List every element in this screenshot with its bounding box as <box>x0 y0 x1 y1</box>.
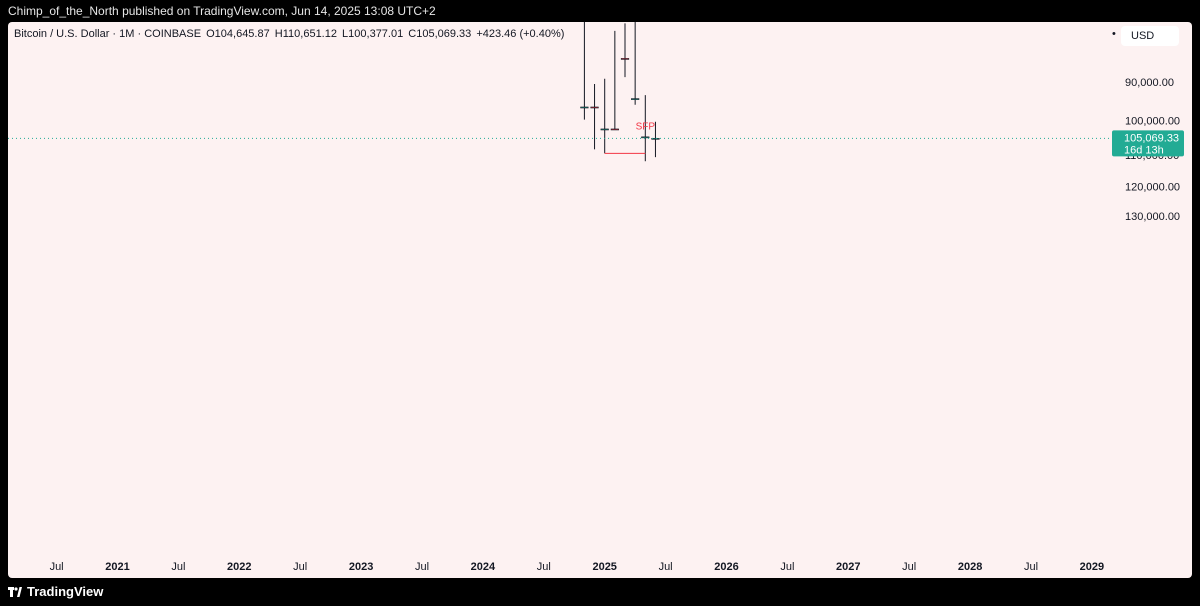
y-tick-label: 100,000.00 <box>1125 115 1180 127</box>
x-tick-label: 2023 <box>349 561 373 573</box>
publisher-bar: Chimp_of_the_North published on TradingV… <box>0 0 1200 22</box>
x-tick-label: Jul <box>171 561 185 573</box>
x-tick-label: Jul <box>415 561 429 573</box>
candle-body <box>600 128 609 131</box>
candle-body <box>651 138 660 140</box>
y-tick-label: 90,000.00 <box>1125 77 1174 89</box>
countdown-text: 16d 13h <box>1124 144 1164 156</box>
x-tick-label: 2025 <box>592 561 616 573</box>
x-tick-label: Jul <box>537 561 551 573</box>
x-tick-label: Jul <box>1024 561 1038 573</box>
candle-body <box>620 58 630 60</box>
x-tick-label: Jul <box>50 561 64 573</box>
x-tick-label: 2029 <box>1080 561 1104 573</box>
legend-low: L100,377.01 <box>342 28 404 40</box>
x-tick-label: 2022 <box>227 561 251 573</box>
x-tick-label: 2028 <box>958 561 982 573</box>
candle-body <box>610 128 619 131</box>
price-chart[interactable]: 10,000.0020,000.0030,000.0040,000.0050,0… <box>8 22 1192 578</box>
candle-body <box>590 106 599 109</box>
x-tick-label: 2024 <box>471 561 496 573</box>
currency-label: USD <box>1131 30 1155 42</box>
footer-bar: TradingView <box>0 578 1200 606</box>
y-tick-label: 130,000.00 <box>1125 211 1180 223</box>
symbol-legend: Bitcoin / U.S. Dollar · 1M · COINBASE O1… <box>14 28 566 40</box>
legend-close: C105,069.33 <box>408 28 472 40</box>
more-dot-icon[interactable]: • <box>1112 28 1116 40</box>
legend-high: H110,651.12 <box>274 28 337 40</box>
x-tick-label: 2026 <box>714 561 738 573</box>
candle-body <box>631 98 640 100</box>
chart-pane[interactable]: 10,000.0020,000.0030,000.0040,000.0050,0… <box>8 22 1192 578</box>
currency-button[interactable]: USD <box>1121 26 1179 46</box>
last-price-tag <box>1112 130 1184 157</box>
candle-body <box>641 136 650 139</box>
legend-open: O104,645.87 <box>206 28 270 40</box>
y-tick-label: 120,000.00 <box>1125 182 1180 194</box>
legend-change: +423.46 (+0.40%) <box>476 28 565 40</box>
tradingview-logo-icon <box>8 587 22 597</box>
footer-brand: TradingView <box>27 584 104 599</box>
x-tick-label: Jul <box>293 561 307 573</box>
x-tick-label: Jul <box>659 561 673 573</box>
x-tick-label: 2021 <box>105 561 129 573</box>
publisher-text: Chimp_of_the_North published on TradingV… <box>8 4 436 18</box>
last-price-text: 105,069.33 <box>1124 132 1179 144</box>
x-tick-label: 2027 <box>836 561 860 573</box>
x-tick-label: Jul <box>902 561 916 573</box>
candle-body <box>580 106 589 109</box>
symbol-name[interactable]: Bitcoin / U.S. Dollar · 1M · COINBASE <box>14 28 202 40</box>
sfp-label: SFP <box>636 121 656 132</box>
x-tick-label: Jul <box>780 561 794 573</box>
